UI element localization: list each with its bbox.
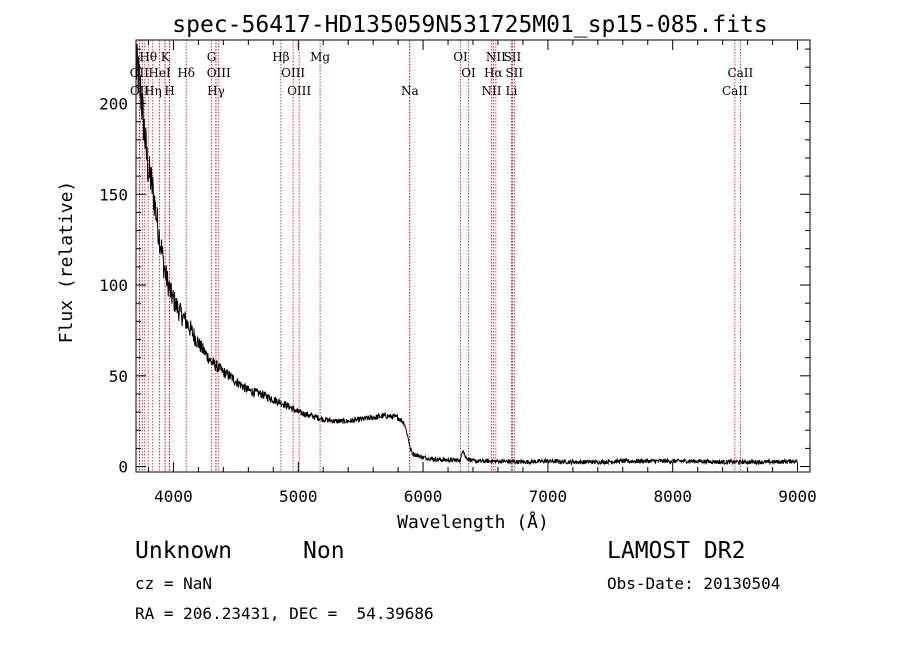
line-marker-label: SII <box>504 50 522 64</box>
line-marker-label: HeI <box>148 66 171 80</box>
redshift-cz: cz = NaN <box>135 574 213 593</box>
x-axis-ticks: 4000 5000 6000 7000 8000 9000 <box>147 40 817 506</box>
line-marker-label: Hθ <box>139 50 157 64</box>
line-marker-label: Hβ <box>272 50 289 64</box>
line-marker-label: K <box>161 50 171 64</box>
line-marker-label: G <box>207 50 217 64</box>
y-tick-label: 200 <box>99 95 128 114</box>
line-marker-label: Li <box>506 84 518 98</box>
line-marker-label: Hδ <box>177 66 195 80</box>
y-axis-ticks: 0 50 100 150 200 <box>99 48 810 477</box>
line-marker-label: OIII <box>287 84 311 98</box>
y-tick-label: 150 <box>99 185 128 204</box>
line-marker-label: H <box>164 84 174 98</box>
coordinates: RA = 206.23431, DEC = 54.39686 <box>135 604 434 623</box>
spectral-line-markers <box>138 40 741 472</box>
line-marker-label: Hγ <box>207 84 225 98</box>
line-marker-label: Mg <box>310 50 330 64</box>
x-tick-label: 5000 <box>279 487 318 506</box>
object-subclass: Non <box>303 538 345 564</box>
line-marker-label: Na <box>401 84 419 98</box>
x-tick-label: 9000 <box>778 487 817 506</box>
line-marker-label: SII <box>505 66 523 80</box>
x-tick-label: 8000 <box>653 487 692 506</box>
spectral-line-labels: OIIOIIHθHeIHηKHHδGOIIIHγHβOIIIOIIIMgNaOI… <box>130 50 754 98</box>
line-marker-label: OI <box>453 50 468 64</box>
line-marker-label: OIII <box>207 66 231 80</box>
line-marker-label: OIII <box>281 66 305 80</box>
line-marker-label: OI <box>461 66 476 80</box>
line-marker-label: CaII <box>727 66 753 80</box>
x-tick-label: 6000 <box>404 487 443 506</box>
line-marker-label: NII <box>481 84 501 98</box>
object-type: Unknown <box>135 538 232 564</box>
line-marker-label: CaII <box>722 84 748 98</box>
y-axis-label: Flux (relative) <box>56 181 77 344</box>
y-tick-label: 50 <box>109 367 128 386</box>
survey-name: LAMOST DR2 <box>607 538 746 564</box>
x-axis-label: Wavelength (Å) <box>397 511 549 533</box>
y-tick-label: 0 <box>118 458 128 477</box>
chart-title: spec-56417-HD135059N531725M01_sp15-085.f… <box>172 12 767 38</box>
spectrum-series <box>135 43 798 467</box>
line-marker-label: NII <box>486 50 506 64</box>
plot-frame <box>135 39 811 473</box>
observation-date: Obs-Date: 20130504 <box>607 574 781 593</box>
line-marker-label: Hη <box>144 84 162 98</box>
x-tick-label: 4000 <box>154 487 193 506</box>
y-tick-label: 100 <box>99 276 128 295</box>
x-tick-label: 7000 <box>529 487 568 506</box>
line-marker-label: Hα <box>484 66 503 80</box>
